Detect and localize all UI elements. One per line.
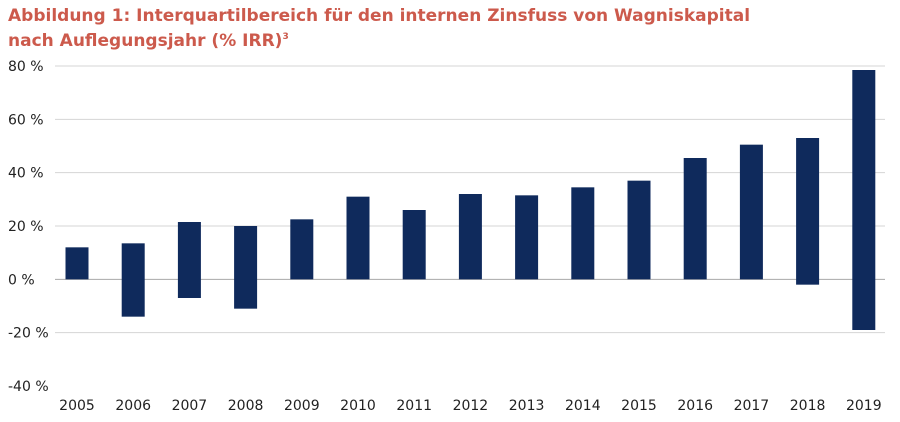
bar-2017 [739, 144, 763, 280]
bar-2008 [234, 226, 258, 309]
chart-title-line1: Abbildung 1: Interquartilbereich für den… [8, 6, 751, 26]
bar-2011 [402, 210, 426, 280]
y-tick-label: -20 % [8, 326, 49, 342]
x-tick-label: 2011 [396, 398, 432, 414]
bar-2012 [458, 194, 482, 280]
bar-2015 [627, 180, 651, 280]
x-axis-ticks: 2005 2006 2007 2008 2009 2010 2011 2012 2013 2014… [59, 398, 881, 414]
x-tick-label: 2018 [790, 398, 826, 414]
x-tick-label: 2009 [284, 398, 320, 414]
x-tick-label: 2010 [340, 398, 376, 414]
bar-2009 [290, 219, 314, 280]
x-tick-label: 2019 [846, 398, 882, 414]
bar-2005 [65, 247, 89, 280]
bar-2019 [852, 70, 876, 330]
y-axis-ticks: 80 % 60 % 40 % 20 % 0 % -20 % -40 % [8, 59, 49, 395]
y-tick-label: 0 % [8, 272, 35, 288]
title-footnote-marker: 3 [282, 32, 289, 42]
bar-2010 [346, 196, 370, 280]
bar-2013 [515, 195, 539, 280]
bar-2014 [571, 187, 595, 280]
bar-2016 [683, 158, 707, 280]
x-tick-label: 2016 [677, 398, 713, 414]
y-tick-label: -40 % [8, 379, 49, 395]
x-tick-label: 2005 [59, 398, 95, 414]
x-tick-label: 2014 [565, 398, 601, 414]
y-tick-label: 20 % [8, 219, 44, 235]
bar-2007 [177, 222, 201, 298]
x-tick-label: 2012 [453, 398, 489, 414]
x-tick-label: 2017 [734, 398, 770, 414]
x-tick-label: 2013 [509, 398, 545, 414]
bars [65, 70, 876, 330]
bar-2006 [121, 243, 145, 317]
y-tick-label: 60 % [8, 112, 44, 128]
y-tick-label: 40 % [8, 166, 44, 182]
x-tick-label: 2015 [621, 398, 657, 414]
y-tick-label: 80 % [8, 59, 44, 75]
chart-title-line2: nach Auflegungsjahr (% IRR) [8, 31, 283, 51]
chart-title: Abbildung 1: Interquartilbereich für den… [8, 6, 750, 52]
x-tick-label: 2007 [172, 398, 208, 414]
x-tick-label: 2008 [228, 398, 264, 414]
x-tick-label: 2006 [115, 398, 151, 414]
bar-2018 [796, 138, 820, 285]
